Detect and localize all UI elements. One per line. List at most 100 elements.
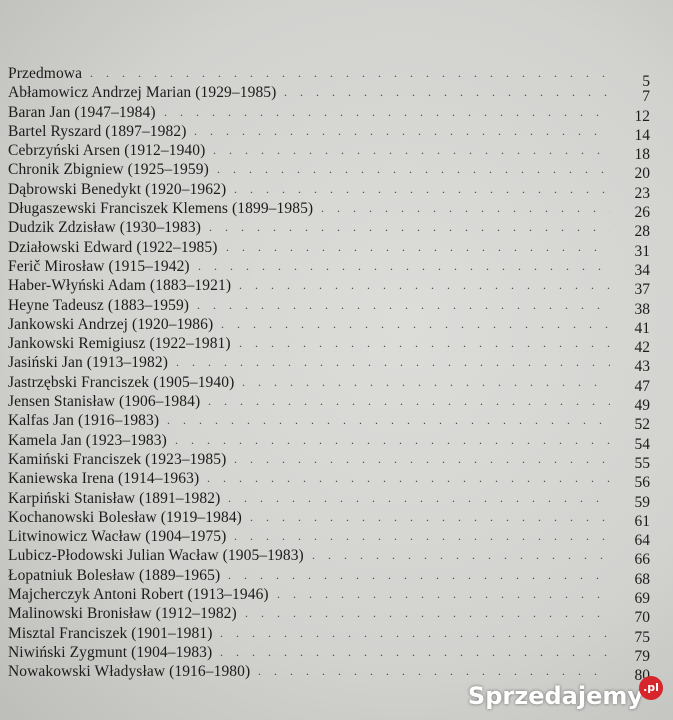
- entry-page: 41: [634, 319, 651, 337]
- toc-entry: ........................................…: [8, 489, 650, 511]
- toc-entry: ........................................…: [8, 662, 650, 684]
- entry-page: 47: [634, 377, 651, 395]
- leader-dots: ........................................: [239, 278, 610, 293]
- entry-page: 14: [634, 126, 651, 144]
- leader-dots: ........................................: [90, 66, 610, 80]
- entry-page: 7: [642, 88, 650, 106]
- entry-title: Litwinowicz Wacław (1904–1975): [8, 528, 227, 546]
- toc-entry: ........................................…: [8, 296, 650, 318]
- toc-entry: ........................................…: [8, 160, 650, 182]
- entry-title: Kochanowski Bolesław (1919–1984): [8, 508, 242, 526]
- entry-title: Jankowski Andrzej (1920–1986): [8, 315, 214, 333]
- leader-dots: ........................................: [321, 201, 610, 216]
- leader-dots: ........................................: [239, 336, 610, 351]
- entry-page: 38: [634, 300, 651, 318]
- entry-page: 68: [634, 570, 651, 588]
- toc-entry: ........................................…: [8, 257, 650, 279]
- watermark-badge: .pl: [639, 676, 663, 700]
- toc-entry: ........................................…: [8, 585, 650, 607]
- toc-entry: ........................................…: [8, 469, 650, 491]
- leader-dots: ........................................: [234, 451, 610, 466]
- toc-entry: ........................................…: [8, 392, 650, 414]
- toc-entry: ........................................…: [8, 315, 650, 337]
- leader-dots: ........................................: [250, 509, 610, 524]
- leader-dots: ........................................: [228, 567, 610, 582]
- entry-page: 34: [634, 261, 651, 279]
- watermark-logo: Sprzedajemy .pl: [468, 676, 663, 710]
- entry-title: Nowakowski Władysław (1916–1980): [8, 663, 251, 681]
- entry-title: Długaszewski Franciszek Klemens (1899–19…: [8, 200, 314, 218]
- toc-entry: ........................................…: [8, 411, 650, 433]
- entry-title: Majcherczyk Antoni Robert (1913–1946): [8, 586, 269, 604]
- entry-title: Cebrzyński Arsen (1912–1940): [8, 142, 206, 160]
- entry-title: Jensen Stanisław (1906–1984): [8, 393, 201, 411]
- entry-page: 26: [634, 204, 651, 222]
- entry-title: Przedmowa: [8, 65, 83, 82]
- entry-title: Niwiński Zygmunt (1904–1983): [8, 643, 213, 661]
- entry-title: Działowski Edward (1922–1985): [8, 238, 218, 256]
- toc-entry: ........................................…: [8, 624, 650, 646]
- toc-entry: ........................................…: [8, 199, 650, 221]
- leader-dots: ........................................: [221, 316, 610, 331]
- entry-title: Dąbrowski Benedykt (1920–1962): [8, 180, 227, 198]
- leader-dots: ........................................: [197, 297, 610, 312]
- entry-page: 42: [634, 339, 651, 357]
- entry-page: 43: [634, 358, 651, 376]
- entry-title: Misztal Franciszek (1901–1981): [8, 624, 213, 642]
- leader-dots: ........................................: [234, 529, 610, 544]
- entry-page: 75: [634, 628, 651, 646]
- leader-dots: ........................................: [198, 258, 610, 273]
- leader-dots: ........................................: [220, 625, 610, 640]
- toc-entry: ........................................…: [8, 431, 650, 453]
- toc-entry: ........................................…: [8, 546, 650, 568]
- toc-entry: ........................................…: [8, 566, 650, 588]
- leader-dots: ........................................: [284, 85, 610, 100]
- toc-entry: ........................................…: [8, 450, 650, 472]
- leader-dots: ........................................: [213, 143, 610, 158]
- toc-entry: ........................................…: [8, 508, 650, 530]
- entry-title: Baran Jan (1947–1984): [8, 103, 156, 121]
- leader-dots: ........................................: [242, 374, 610, 389]
- leader-dots: ........................................: [207, 471, 610, 486]
- entry-page: 70: [634, 609, 651, 627]
- leader-dots: ........................................: [175, 432, 610, 447]
- toc-entry: ........................................…: [8, 141, 650, 163]
- entry-page: 69: [634, 590, 651, 608]
- toc-entry: ........................................…: [8, 238, 650, 260]
- leader-dots: ........................................: [167, 413, 610, 428]
- entry-page: 66: [634, 551, 651, 569]
- toc-entry: ........................................…: [8, 180, 650, 202]
- entry-page: 28: [634, 223, 651, 241]
- toc-entry: ........................................…: [8, 103, 650, 125]
- entry-title: Jankowski Remigiusz (1922–1981): [8, 335, 231, 353]
- entry-title: Kalfas Jan (1916–1983): [8, 412, 160, 430]
- leader-dots: ........................................: [209, 220, 610, 235]
- entry-title: Jastrzębski Franciszek (1905–1940): [8, 373, 235, 391]
- entry-title: Heyne Tadeusz (1883–1959): [8, 296, 190, 314]
- entry-page: 31: [634, 242, 651, 260]
- toc-entry: ........................................…: [8, 643, 650, 665]
- entry-page: 59: [634, 493, 651, 511]
- toc-entry: ........................................…: [8, 353, 650, 375]
- leader-dots: ........................................: [164, 104, 610, 119]
- leader-dots: ........................................: [312, 548, 610, 563]
- toc-entry: ........................................…: [8, 604, 650, 626]
- entry-title: Haber-Włyński Adam (1883–1921): [8, 277, 232, 295]
- entry-page: 61: [634, 512, 651, 530]
- entry-title: Ferič Mirosław (1915–1942): [8, 257, 190, 275]
- entry-page: 5: [642, 73, 650, 90]
- entry-page: 55: [634, 454, 651, 472]
- entry-title: Lubicz-Płodowski Julian Wacław (1905–198…: [8, 547, 304, 565]
- table-of-contents: ........................................…: [8, 64, 651, 684]
- toc-entry: ........................................…: [8, 527, 650, 549]
- entry-page: 49: [634, 397, 651, 415]
- entry-page: 12: [634, 107, 651, 125]
- entry-title: Abłamowicz Andrzej Marian (1929–1985): [8, 84, 277, 102]
- entry-title: Bartel Ryszard (1897–1982): [8, 122, 187, 140]
- entry-title: Kamela Jan (1923–1983): [8, 431, 167, 449]
- toc-entry: ........................................…: [8, 64, 650, 90]
- entry-title: Jasiński Jan (1913–1982): [8, 354, 168, 372]
- leader-dots: ........................................: [176, 355, 610, 370]
- leader-dots: ........................................: [208, 394, 610, 409]
- entry-title: Kamiński Franciszek (1923–1985): [8, 450, 227, 468]
